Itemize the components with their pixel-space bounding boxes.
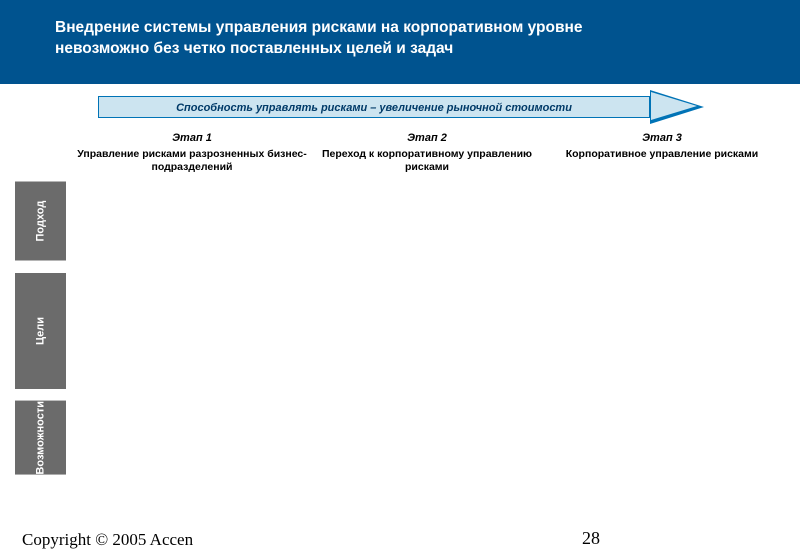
approach-cell-2: Все мероприятия по управлению рисками пр… (316, 182, 538, 261)
opps-cell-3: Единая информационная системаКорпоративн… (546, 401, 778, 475)
stage-3-name: Этап 3 (546, 132, 778, 144)
opps-cell-1: Анализ текущих возможностей и капитала з… (76, 401, 308, 475)
slide-title: Внедрение системы управления рисками на … (55, 18, 760, 60)
list-item: Оптимизация портфеля на корпоративном ур… (553, 279, 770, 304)
stage-2-header: Этап 2 Переход к корпоративному управлен… (316, 132, 538, 182)
list-item: Обучение менеджмента корпоративного уров… (323, 407, 530, 432)
list-item: Унифицированные стандарты измерений риск… (323, 279, 530, 342)
stage-1-subtitle: Управление рисками разрозненных бизнес-п… (76, 148, 308, 174)
approach-cell-3: Все трейдинговые операции, а так же отче… (546, 182, 778, 261)
row-label-goals: Цели (15, 273, 66, 389)
list-item: Отсутствие консолидированного видения ин… (83, 215, 300, 240)
list-item: Все трейдинговые операции, а так же отче… (553, 188, 770, 238)
content-grid: Этап 1 Управление рисками разрозненных б… (0, 132, 800, 474)
row-label-approach: Подход (15, 182, 66, 261)
stage-3-header: Этап 3 Корпоративное управление рисками (546, 132, 778, 182)
goals-cell-2: Унифицированные стандарты измерений риск… (316, 273, 538, 389)
list-item: Отчетность в реальном времени (553, 436, 770, 449)
title-line-2: невозможно без четко поставленных целей … (55, 40, 453, 57)
arrow-icon (650, 90, 704, 124)
page-number: 28 (582, 528, 600, 549)
stage-2-subtitle: Переход к корпоративному управлению риск… (316, 148, 538, 174)
banner-row: Способность управлять рисками – увеличен… (0, 96, 800, 122)
banner-text: Способность управлять рисками – увеличен… (98, 96, 650, 118)
list-item: Использование каждым подразделением толь… (83, 279, 300, 317)
row-label-opps: Возможности (15, 401, 66, 475)
copyright-text: Copyright © 2005 Accen (22, 530, 193, 550)
list-item: Появление корпоративных отчетов (323, 434, 530, 447)
list-item: Цели по показателям Риск/Доход и Произво… (323, 343, 530, 381)
opps-cell-2: Обучение менеджмента корпоративного уров… (316, 401, 538, 475)
list-item: Управление рисками только в отдельных по… (83, 188, 300, 213)
stage-2-name: Этап 2 (316, 132, 538, 144)
title-line-1: Внедрение системы управления рисками на … (55, 19, 583, 36)
list-item: Единая информационная система (553, 407, 770, 420)
list-item: Корпоративная система отчетности (553, 421, 770, 434)
list-item: Анализ текущих возможностей и капитала з… (83, 407, 300, 432)
stage-1-header: Этап 1 Управление рисками разрозненных б… (76, 132, 308, 182)
stage-3-subtitle: Корпоративное управление рисками (546, 148, 778, 161)
goals-cell-3: Оптимизация портфеля на корпоративном ур… (546, 273, 778, 389)
list-item: Все мероприятия по управлению рисками пр… (323, 188, 530, 238)
list-item: Динамическая корректировка рисков (553, 450, 770, 463)
goals-cell-1: Использование каждым подразделением толь… (76, 273, 308, 389)
approach-cell-1: Управление рисками только в отдельных по… (76, 182, 308, 261)
list-item: Внедрение стратегии хеджирования (323, 448, 530, 461)
list-item: Назначается Директор по рискам (553, 240, 770, 253)
stage-1-name: Этап 1 (76, 132, 308, 144)
slide-header: Внедрение системы управления рисками на … (0, 0, 800, 84)
